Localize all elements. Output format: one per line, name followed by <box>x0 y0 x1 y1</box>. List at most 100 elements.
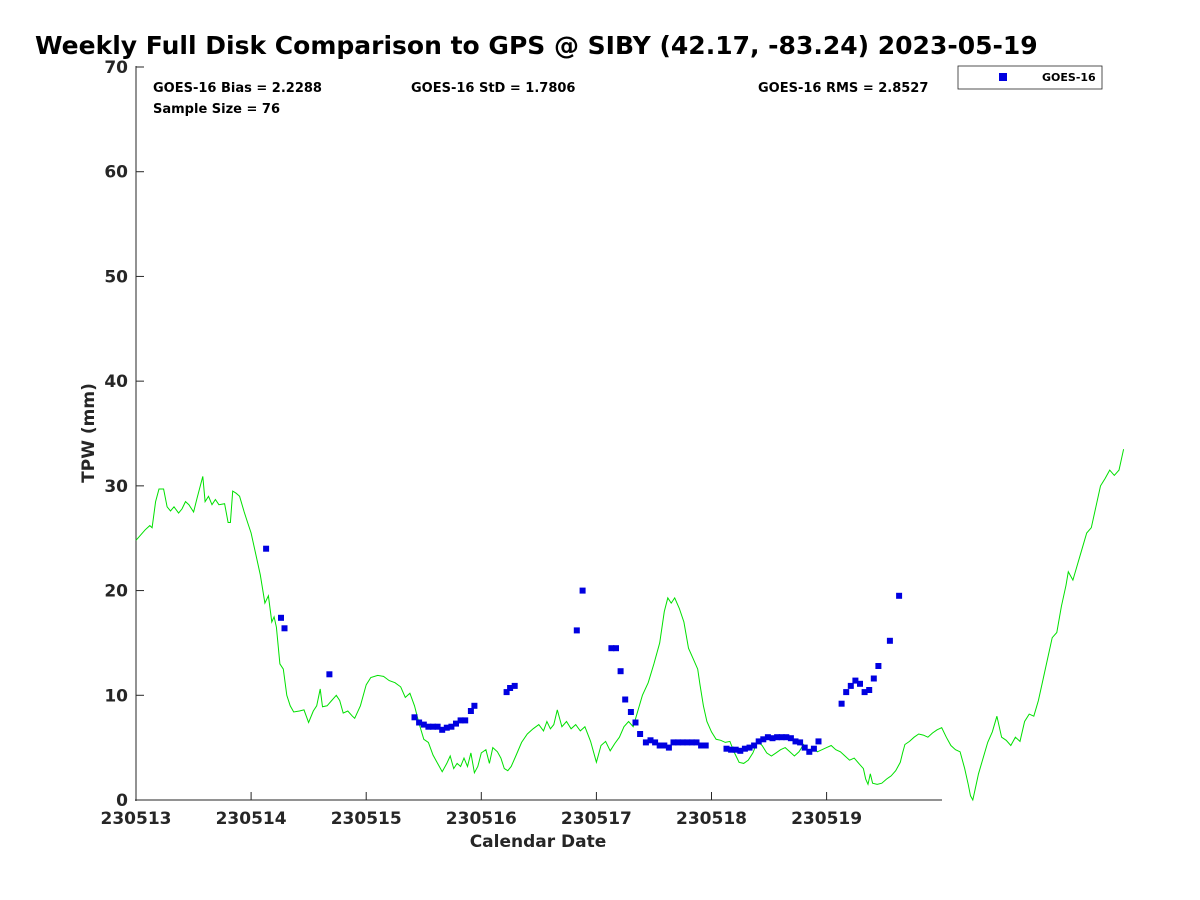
goes16-point <box>806 748 813 755</box>
rms-stat: GOES-16 RMS = 2.8527 <box>758 81 928 96</box>
goes16-point <box>751 742 758 749</box>
goes16-point <box>688 739 695 746</box>
goes16-point <box>434 723 441 730</box>
goes16-point <box>684 739 691 746</box>
goes16-point <box>507 685 514 691</box>
goes16-point <box>760 736 767 743</box>
goes16-point <box>665 744 672 751</box>
goes16-point <box>420 721 427 728</box>
goes16-point <box>411 714 418 721</box>
goes16-point <box>815 738 822 745</box>
goes16-point <box>613 645 619 652</box>
y-tick-label: 20 <box>104 582 128 602</box>
goes16-point <box>503 689 510 696</box>
goes16-point <box>723 745 730 752</box>
goes16-point <box>801 744 808 751</box>
goes16-point <box>448 723 455 730</box>
plot-frame <box>136 67 942 800</box>
goes16-point <box>278 614 284 621</box>
y-tick-label: 40 <box>104 372 128 392</box>
sample-size-stat: Sample Size = 76 <box>153 102 280 117</box>
goes16-point <box>870 675 877 682</box>
goes16-point <box>608 645 615 652</box>
goes16-point <box>675 739 682 746</box>
goes16-point <box>439 726 446 733</box>
goes16-point <box>852 677 859 684</box>
goes16-point <box>326 671 333 678</box>
legend: GOES-16 <box>957 65 1103 90</box>
goes16-point <box>263 545 270 552</box>
y-tick-label: 50 <box>104 267 128 287</box>
goes16-point <box>886 637 893 644</box>
x-tick-label: 230515 <box>331 809 402 829</box>
y-tick-label: 60 <box>104 163 128 183</box>
x-tick-label: 230518 <box>676 809 747 829</box>
goes16-point <box>467 708 474 714</box>
goes16-point <box>281 625 288 632</box>
goes16-point <box>810 745 817 752</box>
goes16-point <box>617 668 624 675</box>
y-tick-label: 0 <box>116 791 128 811</box>
goes16-point <box>769 735 776 742</box>
goes16-point <box>511 682 518 689</box>
goes16-point <box>443 724 450 731</box>
goes16-point <box>702 742 709 749</box>
std-stat: GOES-16 StD = 1.7806 <box>411 81 575 96</box>
bias-stat: GOES-16 Bias = 2.2288 <box>153 81 322 96</box>
goes16-point <box>746 744 753 751</box>
goes16-point <box>866 687 873 693</box>
goes16-point <box>579 587 586 594</box>
x-tick-label: 230517 <box>561 809 632 829</box>
y-tick-label: 30 <box>104 477 128 497</box>
goes16-point <box>764 734 771 741</box>
y-tick-label: 70 <box>104 58 128 78</box>
goes16-point <box>847 682 854 689</box>
y-axis-ticks: 0 10 20 30 40 50 60 70 <box>104 58 144 811</box>
goes16-point <box>857 680 863 687</box>
goes16-point <box>573 627 580 634</box>
goes16-point <box>755 738 762 745</box>
goes16-point <box>637 731 644 737</box>
goes16-point <box>430 723 436 730</box>
x-tick-label: 230514 <box>216 809 287 829</box>
goes16-point <box>622 696 629 703</box>
goes16-point <box>774 734 781 741</box>
goes16-point <box>875 663 882 669</box>
y-axis-label: TPW (mm) <box>79 383 99 483</box>
legend-label: GOES-16 <box>1042 71 1096 84</box>
goes16-point <box>457 717 464 724</box>
y-tick-label: 10 <box>104 686 128 706</box>
legend-marker <box>999 73 1007 81</box>
goes16-point <box>632 719 639 726</box>
goes16-points <box>263 545 903 755</box>
x-tick-label: 230519 <box>791 809 862 829</box>
goes16-point <box>652 739 659 746</box>
goes16-point <box>416 719 423 726</box>
goes16-point <box>679 739 686 746</box>
goes16-point <box>670 739 677 746</box>
goes16-point <box>896 592 903 599</box>
plot-area: 0 10 20 30 40 50 60 70 230513 230514 230515 230516… <box>101 58 1125 829</box>
goes16-point <box>787 735 794 742</box>
goes16-point <box>647 737 654 744</box>
x-tick-label: 230513 <box>101 809 172 829</box>
goes16-point <box>693 739 700 746</box>
goes16-point <box>642 739 649 746</box>
x-tick-label: 230516 <box>446 809 517 829</box>
goes16-point <box>778 734 785 741</box>
goes16-point <box>462 717 469 724</box>
goes16-point <box>737 747 744 754</box>
goes16-point <box>741 745 748 752</box>
goes16-point <box>792 738 799 745</box>
gps-tpw-line <box>135 449 1125 802</box>
goes16-point <box>783 734 790 741</box>
goes16-point <box>732 746 739 753</box>
goes16-point <box>838 700 845 707</box>
x-axis-label: Calendar Date <box>470 832 607 852</box>
goes16-point <box>728 746 735 753</box>
goes16-point <box>661 742 668 749</box>
goes16-point <box>698 742 705 749</box>
goes16-point <box>453 720 459 727</box>
goes16-point <box>425 723 432 730</box>
